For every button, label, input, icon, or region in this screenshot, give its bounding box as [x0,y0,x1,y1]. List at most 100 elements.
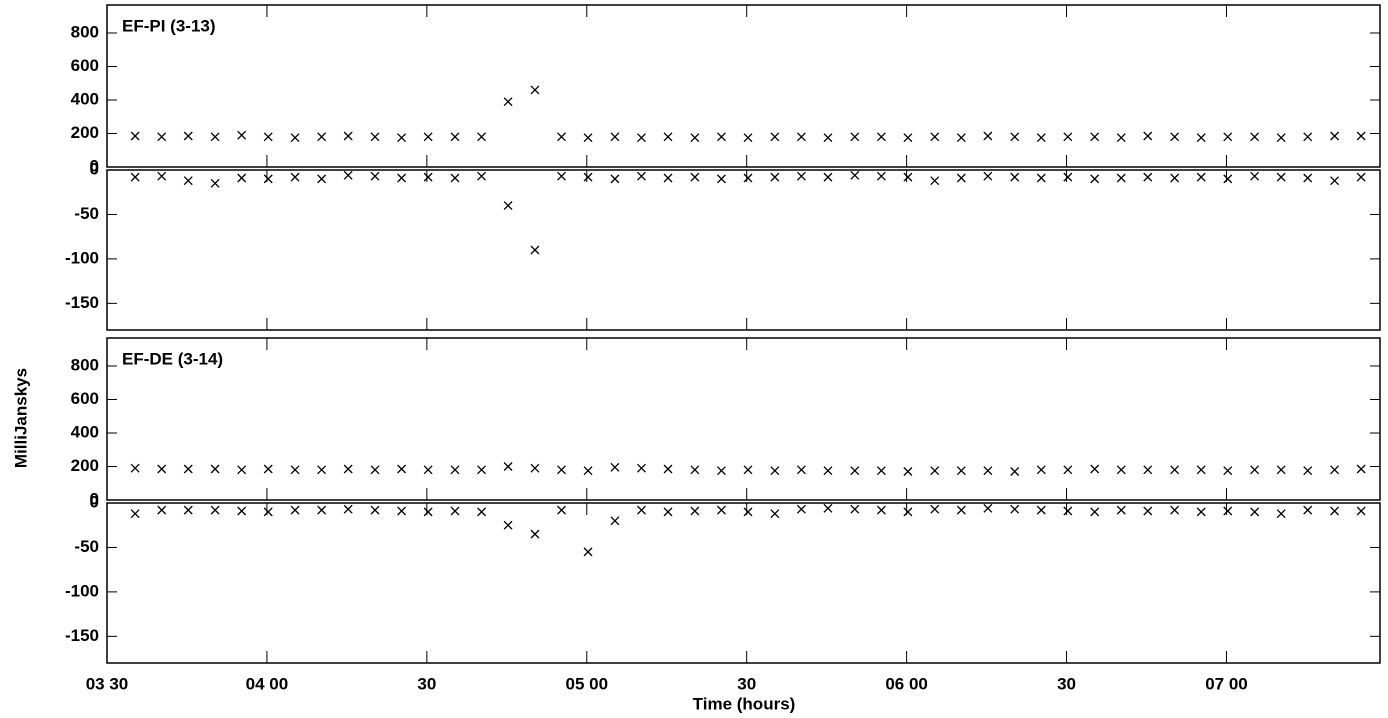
data-point [130,131,140,141]
data-point [956,173,966,183]
data-point [1303,466,1313,476]
data-point [770,509,780,519]
data-point [1010,504,1020,514]
data-point [263,464,273,474]
data-point [876,505,886,515]
data-point [1196,133,1206,143]
data-point [237,506,247,516]
data-point [1143,465,1153,475]
data-point [1196,465,1206,475]
data-point [663,132,673,142]
data-point [583,547,593,557]
data-point [716,505,726,515]
data-point [343,131,353,141]
data-point [157,505,167,515]
y-tick-label: 800 [71,22,99,41]
data-point [1303,505,1313,515]
data-point [610,174,620,184]
data-point [1090,174,1100,184]
x-tick-label: 06 00 [885,674,928,693]
data-point [290,465,300,475]
data-point [850,504,860,514]
data-point [1063,172,1073,182]
x-tick-label: 03 30 [86,674,129,693]
data-point [796,171,806,181]
data-point [557,132,566,142]
data-point [1090,507,1100,517]
y-tick-label: 0 [90,489,99,508]
data-point [397,464,407,474]
data-point [1303,173,1313,183]
y-tick-label: 0 [90,492,99,511]
data-point [1276,465,1286,475]
data-point [370,505,380,515]
x-tick-label: 07 00 [1205,674,1248,693]
data-point [1223,506,1233,516]
panel-label: EF-PI (3-13) [122,16,216,35]
data-point [423,132,433,142]
data-point [903,507,913,517]
data-point [956,505,966,515]
y-tick-label: -150 [65,293,99,312]
data-point [1330,176,1340,186]
y-tick-label: 200 [71,456,99,475]
data-point [130,172,140,182]
x-tick-label: 04 00 [246,674,289,693]
data-point [743,133,753,143]
data-point [130,509,140,519]
data-point [530,529,540,539]
data-point [796,465,806,475]
data-point [850,132,860,142]
data-point [583,172,593,182]
data-point [1170,465,1180,475]
plot-frame [106,4,1381,168]
data-point [450,506,460,516]
y-axis-label: MilliJanskys [11,368,30,468]
x-tick-label: 05 00 [566,674,609,693]
data-point [397,173,407,183]
data-point [1196,507,1206,517]
data-point [450,132,460,142]
data-point [583,466,593,476]
data-point [663,173,673,183]
data-point [1276,172,1286,182]
data-point [823,133,833,143]
data-point [823,503,833,513]
data-point [1143,172,1153,182]
data-point [343,170,353,180]
data-point [637,463,646,473]
data-point [850,170,860,180]
data-point [343,504,353,514]
data-point [343,464,353,474]
data-point [317,465,327,475]
data-point [1116,505,1126,515]
data-point [157,171,167,181]
y-tick-label: 400 [71,422,99,441]
data-point [1063,132,1073,142]
plot-frame [106,337,1381,501]
data-point [930,176,940,186]
y-tick-label: 400 [71,89,99,108]
data-point [557,171,566,181]
data-point [1010,467,1020,476]
data-point [903,172,913,182]
data-point [557,505,566,515]
data-point [983,171,993,181]
y-tick-label: 0 [90,156,99,175]
data-point [690,465,700,475]
data-point [477,132,487,142]
data-point [530,463,540,473]
x-tick-label: 30 [1057,674,1076,693]
data-point [743,173,753,183]
data-point [503,462,513,471]
data-point [1223,132,1233,142]
data-point [1330,465,1340,475]
data-point [1196,172,1206,182]
data-point [983,131,993,141]
data-point [1010,132,1020,142]
y-tick-label: 600 [71,389,99,408]
data-point [370,171,380,181]
data-point [557,465,566,475]
data-point [130,463,140,473]
data-point [1036,465,1046,475]
